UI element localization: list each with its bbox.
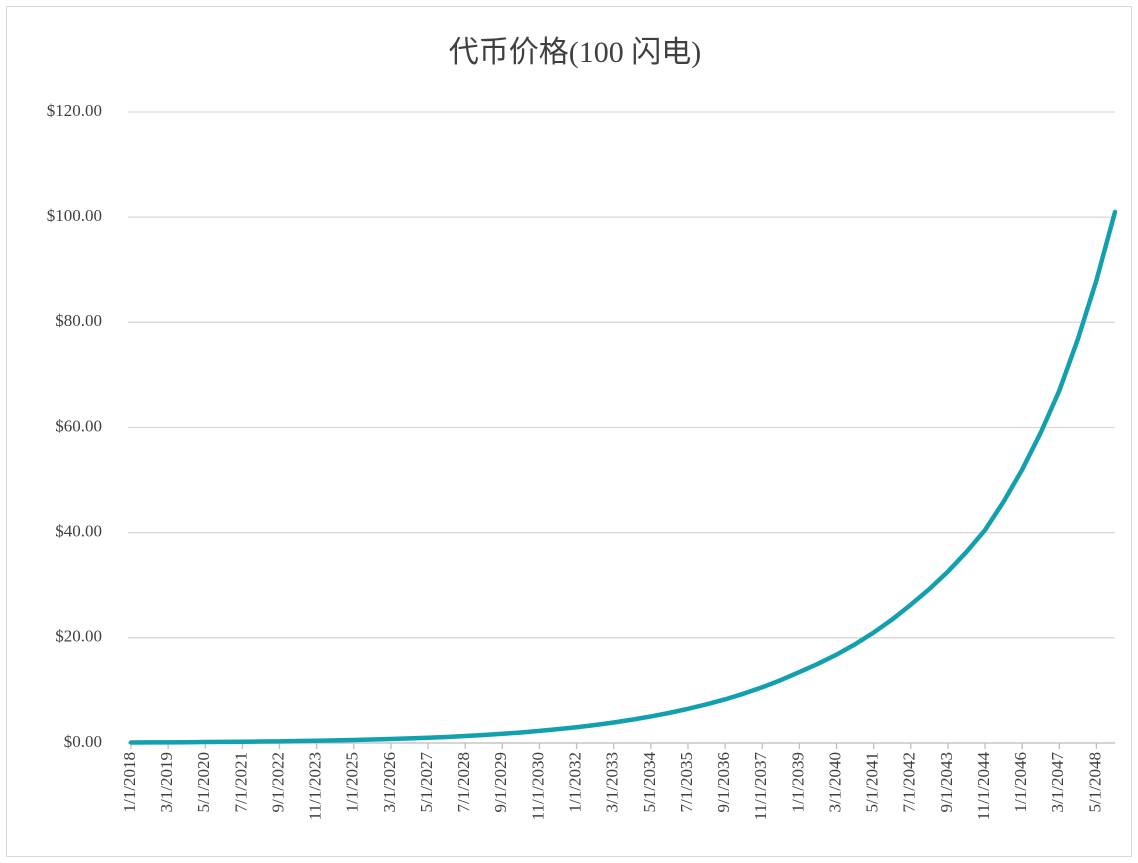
x-tick-label: 3/1/2019 xyxy=(157,752,176,812)
chart-frame xyxy=(6,6,1132,857)
x-tick-label: 7/1/2042 xyxy=(900,752,919,812)
x-tick-label: 5/1/2048 xyxy=(1085,752,1104,812)
data-line xyxy=(128,209,1118,745)
y-tick-label: $120.00 xyxy=(47,101,102,120)
x-tick-label: 9/1/2036 xyxy=(714,752,733,812)
x-tick-label: 9/1/2029 xyxy=(491,752,510,812)
y-tick-label: $20.00 xyxy=(55,627,102,646)
x-tick-label: 3/1/2033 xyxy=(603,752,622,812)
x-tick-label: 5/1/2034 xyxy=(640,752,659,813)
x-tick-label: 11/1/2030 xyxy=(528,752,547,820)
x-tick-label: 11/1/2037 xyxy=(751,752,770,821)
y-tick-label: $0.00 xyxy=(64,732,102,751)
x-tick-label: 9/1/2022 xyxy=(268,752,287,812)
x-tick-label: 11/1/2044 xyxy=(974,752,993,821)
y-tick-label: $60.00 xyxy=(55,416,102,435)
y-tick-label: $100.00 xyxy=(47,206,102,225)
x-tick-label: 1/1/2032 xyxy=(565,752,584,812)
x-tick-label: 1/1/2039 xyxy=(788,752,807,812)
x-tick-label: 7/1/2035 xyxy=(677,752,696,812)
x-tick-label: 1/1/2018 xyxy=(120,752,139,812)
x-tick-label: 5/1/2041 xyxy=(863,752,882,812)
x-tick-label: 3/1/2026 xyxy=(380,752,399,812)
y-tick-label: $40.00 xyxy=(55,522,102,541)
x-tick-label: 1/1/2046 xyxy=(1011,752,1030,812)
x-tick-label: 11/1/2023 xyxy=(306,752,325,820)
y-tick-label: $80.00 xyxy=(55,311,102,330)
x-tick-label: 5/1/2020 xyxy=(194,752,213,812)
x-tick-label: 7/1/2028 xyxy=(454,752,473,812)
chart-title: 代币价格(100 闪电) xyxy=(449,36,701,69)
x-tick-label: 7/1/2021 xyxy=(231,752,250,812)
x-tick-label: 5/1/2027 xyxy=(417,752,436,813)
x-tick-label: 3/1/2047 xyxy=(1048,752,1067,813)
x-tick-label: 1/1/2025 xyxy=(343,752,362,812)
x-tick-label: 9/1/2043 xyxy=(937,752,956,812)
x-tick-label: 3/1/2040 xyxy=(825,752,844,812)
